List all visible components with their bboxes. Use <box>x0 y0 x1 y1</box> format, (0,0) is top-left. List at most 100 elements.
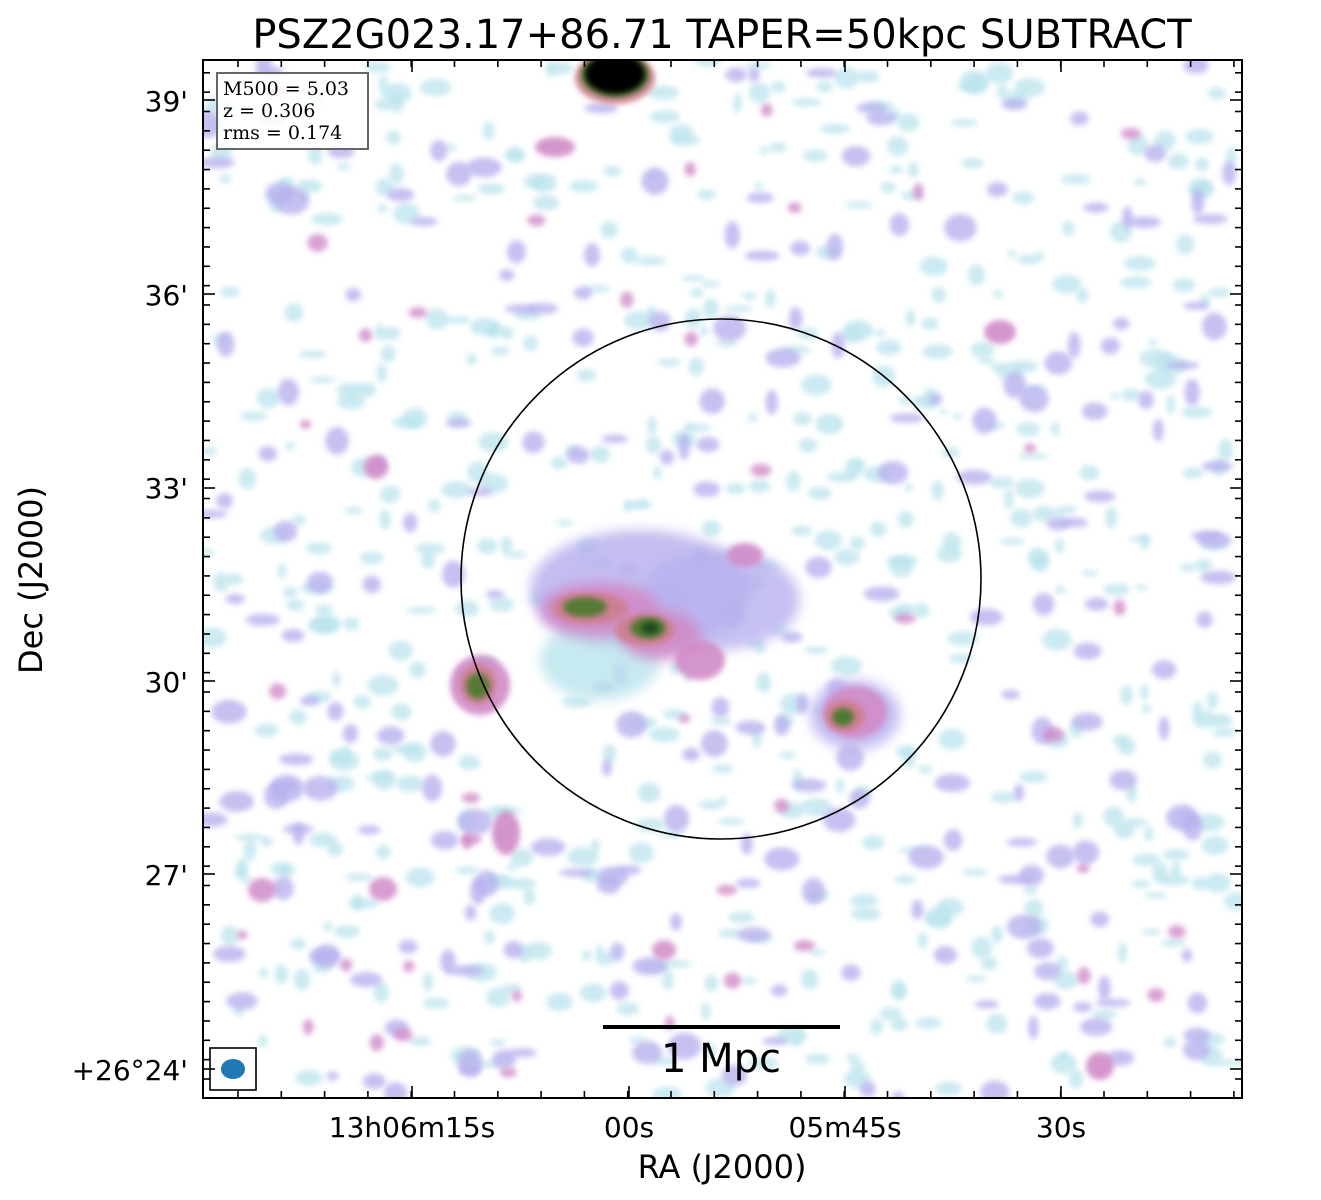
emission-blob <box>486 987 511 1008</box>
emission-blob <box>1134 584 1149 591</box>
emission-blob <box>217 331 235 358</box>
emission-blob <box>1183 1027 1211 1043</box>
emission-blob <box>358 328 373 343</box>
emission-blob <box>907 162 920 178</box>
emission-blob <box>693 481 721 497</box>
emission-blob <box>917 765 933 774</box>
emission-blob <box>308 145 323 165</box>
emission-blob <box>447 965 484 977</box>
emission-blob <box>311 212 344 226</box>
emission-blob <box>915 1017 942 1029</box>
emission-blob <box>697 189 716 200</box>
emission-blob <box>1023 443 1036 453</box>
emission-blob <box>628 842 654 864</box>
emission-blob <box>765 348 801 368</box>
emission-blob <box>780 631 803 643</box>
emission-blob <box>969 608 1003 626</box>
emission-blob <box>990 791 1016 804</box>
emission-blob <box>759 146 769 154</box>
emission-blob <box>678 432 691 461</box>
emission-blob <box>678 714 691 723</box>
emission-blob <box>723 305 754 312</box>
emission-blob <box>525 942 553 960</box>
emission-blob <box>506 240 526 264</box>
emission-blob <box>846 1053 860 1063</box>
emission-blob <box>522 431 545 454</box>
emission-blob <box>272 876 294 901</box>
emission-blob <box>742 292 757 300</box>
emission-blob <box>1026 937 1054 959</box>
emission-blob <box>911 395 934 409</box>
emission-blob <box>357 825 381 835</box>
emission-blob <box>576 368 597 382</box>
emission-blob <box>966 975 987 983</box>
emission-blob <box>1016 422 1041 437</box>
emission-blob <box>1182 467 1204 479</box>
emission-blob <box>808 487 818 499</box>
x-tick-label: 13h06m15s <box>329 1111 496 1144</box>
emission-blob <box>1192 700 1203 720</box>
emission-blob <box>234 864 247 880</box>
emission-blob <box>856 102 887 114</box>
emission-blob <box>1072 812 1083 829</box>
emission-blob <box>1182 1039 1211 1061</box>
emission-blob <box>381 83 412 104</box>
emission-blob <box>306 571 334 594</box>
emission-blob <box>379 485 401 503</box>
emission-blob <box>696 436 720 453</box>
emission-blob <box>746 192 775 204</box>
emission-blob <box>278 753 314 766</box>
emission-blob <box>345 287 362 302</box>
emission-blob <box>1117 941 1128 964</box>
emission-blob <box>362 575 381 594</box>
info-box: M500 = 5.03 z = 0.306 rms = 0.174 <box>216 72 369 150</box>
emission-blob <box>877 460 909 485</box>
emission-blob <box>269 683 287 700</box>
emission-blob <box>526 303 559 315</box>
emission-blob <box>1205 873 1231 893</box>
emission-blob <box>372 769 396 790</box>
emission-blob <box>713 315 747 342</box>
emission-blob <box>657 358 682 367</box>
y-tick-labels: +26°24' 27' 30' 33' 36' 39' <box>72 85 188 1087</box>
emission-blob <box>632 957 667 976</box>
emission-blob <box>581 950 592 961</box>
emission-blob <box>921 317 939 331</box>
emission-blob <box>245 613 281 626</box>
x-tick-label: 00s <box>604 1111 654 1144</box>
emission-blob <box>1054 585 1066 594</box>
emission-blob <box>733 93 742 113</box>
emission-blob <box>506 551 528 558</box>
emission-blob <box>1100 337 1121 355</box>
emission-blob <box>1019 385 1049 413</box>
emission-blob <box>1215 1059 1242 1066</box>
emission-blob <box>970 341 995 358</box>
emission-blob <box>717 818 746 825</box>
emission-blob <box>748 66 760 83</box>
emission-blob <box>933 945 958 964</box>
emission-blob <box>682 747 700 762</box>
emission-blob <box>653 465 662 480</box>
emission-blob <box>243 839 257 861</box>
emission-blob <box>939 408 948 415</box>
emission-blob <box>1013 78 1046 97</box>
emission-blob <box>1208 288 1231 297</box>
emission-blob <box>1147 339 1158 346</box>
emission-blob <box>485 589 505 599</box>
emission-blob <box>1158 716 1170 741</box>
emission-blob <box>986 1013 1008 1034</box>
emission-blob <box>550 456 568 470</box>
emission-blob <box>652 940 676 960</box>
emission-blob <box>826 233 844 261</box>
emission-blob <box>628 1036 647 1044</box>
emission-blob <box>483 121 495 141</box>
emission-blob <box>421 550 435 569</box>
emission-blob <box>648 727 680 743</box>
x-tick-label: 30s <box>1036 1111 1086 1144</box>
emission-blob <box>690 287 704 298</box>
emission-blob <box>796 692 809 714</box>
y-tick-label: 36' <box>145 279 188 312</box>
emission-blob <box>756 672 772 693</box>
emission-blob <box>912 603 930 618</box>
emission-blob <box>1201 461 1233 472</box>
